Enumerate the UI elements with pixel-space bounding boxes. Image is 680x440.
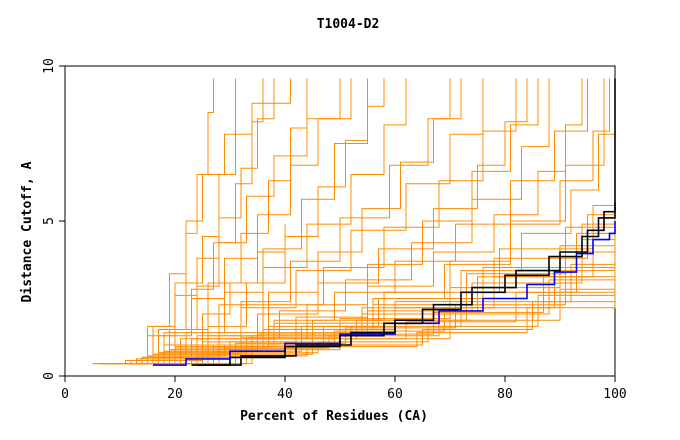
highlighted-series: [153, 78, 616, 366]
model-line-38: [136, 78, 352, 365]
model-line-39: [164, 78, 385, 365]
y-tick-label-0: 0: [42, 372, 57, 380]
model-line-43: [175, 78, 605, 365]
x-tick-label-40: 40: [277, 387, 293, 402]
chart-title: T1004-D2: [317, 17, 380, 32]
model-line-42: [186, 78, 539, 365]
model-line-41: [125, 78, 291, 365]
model-line-37: [158, 78, 588, 365]
x-tick-label-60: 60: [387, 387, 403, 402]
series-line-black-2: [191, 202, 616, 366]
x-tick-label-0: 0: [61, 387, 69, 402]
y-tick-label-5: 5: [42, 217, 57, 225]
x-tick-label-20: 20: [167, 387, 183, 402]
series-line-black-1: [197, 78, 616, 366]
x-tick-label-80: 80: [497, 387, 513, 402]
model-line-33: [164, 78, 550, 365]
model-line-40: [169, 78, 462, 365]
series-line-blue: [153, 221, 616, 366]
y-axis-label: Distance Cutoff, A: [20, 161, 35, 302]
model-line-31: [158, 78, 517, 365]
y-tick-label-10: 10: [42, 58, 57, 74]
axis-ticks: 0 20 40 60 80 100 0 5 10: [42, 58, 627, 402]
x-axis-label: Percent of Residues (CA): [240, 409, 428, 424]
model-line-27: [147, 78, 368, 365]
x-tick-label-100: 100: [603, 387, 626, 402]
